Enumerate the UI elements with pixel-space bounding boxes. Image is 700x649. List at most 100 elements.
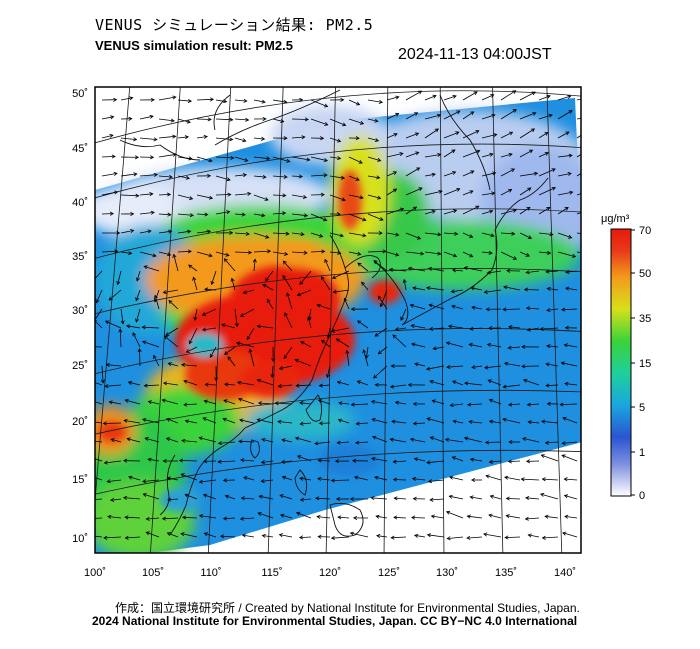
- wind-arrowhead: [128, 251, 133, 256]
- wind-arrowhead: [394, 327, 400, 332]
- wind-vector: [485, 475, 502, 481]
- wind-vector: [355, 441, 369, 444]
- wind-vector: [357, 262, 369, 272]
- lon-label: 110˚: [200, 567, 221, 579]
- wind-arrowhead: [379, 217, 384, 221]
- wind-vector: [139, 212, 155, 215]
- wind-vector: [266, 299, 274, 310]
- wind-vector: [386, 133, 398, 139]
- wind-vector: [272, 212, 286, 215]
- license-line: 2024 National Institute for Environmenta…: [92, 614, 578, 628]
- wind-arrowhead: [326, 334, 331, 339]
- wind-arrowhead: [153, 172, 159, 177]
- wind-vector: [414, 363, 426, 367]
- wind-vector: [223, 517, 236, 520]
- wind-vector: [215, 118, 233, 121]
- wind-vector: [500, 90, 516, 101]
- wind-arrowhead: [135, 193, 140, 198]
- wind-arrowhead: [394, 400, 400, 405]
- wind-arrowhead: [561, 307, 566, 312]
- wind-arrowhead: [355, 136, 360, 141]
- wind-vector: [452, 380, 464, 386]
- wind-arrowhead: [317, 476, 322, 481]
- wind-vector: [538, 207, 551, 215]
- wind-vector: [186, 346, 198, 353]
- wind-vector: [185, 494, 198, 500]
- wind-arrowhead: [546, 286, 551, 291]
- wind-arrowhead: [280, 119, 285, 123]
- wind-vector: [430, 498, 445, 501]
- wind-vector: [297, 289, 312, 296]
- wind-vector: [205, 384, 217, 386]
- wind-arrowhead: [345, 349, 350, 354]
- wind-vector: [470, 327, 483, 330]
- wind-vector: [193, 277, 198, 291]
- graticule: [95, 87, 581, 553]
- wind-arrowhead: [122, 495, 128, 500]
- wind-vector: [148, 458, 160, 462]
- wind-vector: [202, 417, 217, 424]
- wind-vector: [177, 250, 192, 253]
- wind-vector: [338, 419, 350, 424]
- wind-arrowhead: [451, 149, 456, 154]
- wind-vector: [120, 137, 137, 140]
- wind-arrowhead: [286, 158, 291, 163]
- wind-vector: [202, 308, 217, 316]
- wind-vector: [367, 156, 381, 162]
- wind-arrowhead: [109, 497, 115, 502]
- wind-arrowhead: [124, 515, 129, 520]
- wind-vector: [405, 152, 419, 158]
- wind-vector: [107, 516, 122, 519]
- wind-arrowhead: [203, 134, 208, 139]
- wind-vector: [257, 379, 274, 386]
- wind-arrowhead: [296, 511, 301, 516]
- wind-arrowhead: [204, 212, 209, 217]
- wind-arrowhead: [147, 400, 152, 405]
- wind-vector: [196, 118, 212, 120]
- title-japanese: VENUS シミュレーション結果: PM2.5: [95, 16, 374, 34]
- wind-vector: [405, 167, 420, 177]
- wind-arrowhead: [209, 97, 215, 102]
- wind-arrowhead: [165, 332, 170, 336]
- wind-arrowhead: [586, 116, 589, 119]
- wind-arrowhead: [355, 177, 360, 181]
- wind-vector: [215, 175, 231, 181]
- wind-arrowhead: [524, 516, 529, 521]
- wind-arrowhead: [239, 516, 245, 521]
- wind-arrowhead: [437, 251, 442, 256]
- wind-arrowhead: [330, 478, 335, 483]
- wind-vector: [158, 175, 173, 178]
- wind-vector: [429, 304, 445, 310]
- wind-arrowhead: [464, 381, 469, 386]
- wind-arrowhead: [546, 94, 551, 99]
- wind-vector: [253, 156, 270, 160]
- wind-vector: [490, 495, 502, 500]
- wind-arrowhead: [376, 175, 381, 180]
- wind-vector: [332, 270, 350, 279]
- wind-vector: [540, 327, 559, 330]
- wind-arrowhead: [208, 158, 213, 163]
- wind-arrowhead: [353, 475, 359, 480]
- wind-vector: [177, 175, 190, 179]
- wind-vector: [557, 95, 571, 101]
- wind-vector: [291, 232, 304, 235]
- wind-arrowhead: [505, 496, 510, 501]
- wind-arrowhead: [315, 496, 320, 501]
- wind-vector: [462, 150, 480, 158]
- wind-vector: [165, 327, 179, 336]
- wind-vector: [120, 230, 134, 234]
- wind-arrowhead: [454, 231, 459, 236]
- wind-arrowhead: [395, 95, 400, 100]
- wind-vector: [481, 192, 495, 196]
- wind-arrowhead: [162, 458, 167, 464]
- wind-vector: [243, 289, 255, 294]
- wind-arrowhead: [343, 297, 348, 303]
- wind-vector: [426, 365, 445, 370]
- wind-arrowhead: [320, 192, 325, 197]
- wind-vector: [412, 478, 426, 481]
- colorbar-tick: 1: [639, 447, 645, 459]
- wind-arrowhead: [282, 211, 287, 216]
- wind-arrowhead: [562, 531, 567, 536]
- wind-vector: [500, 232, 515, 235]
- wind-arrowhead: [153, 137, 158, 142]
